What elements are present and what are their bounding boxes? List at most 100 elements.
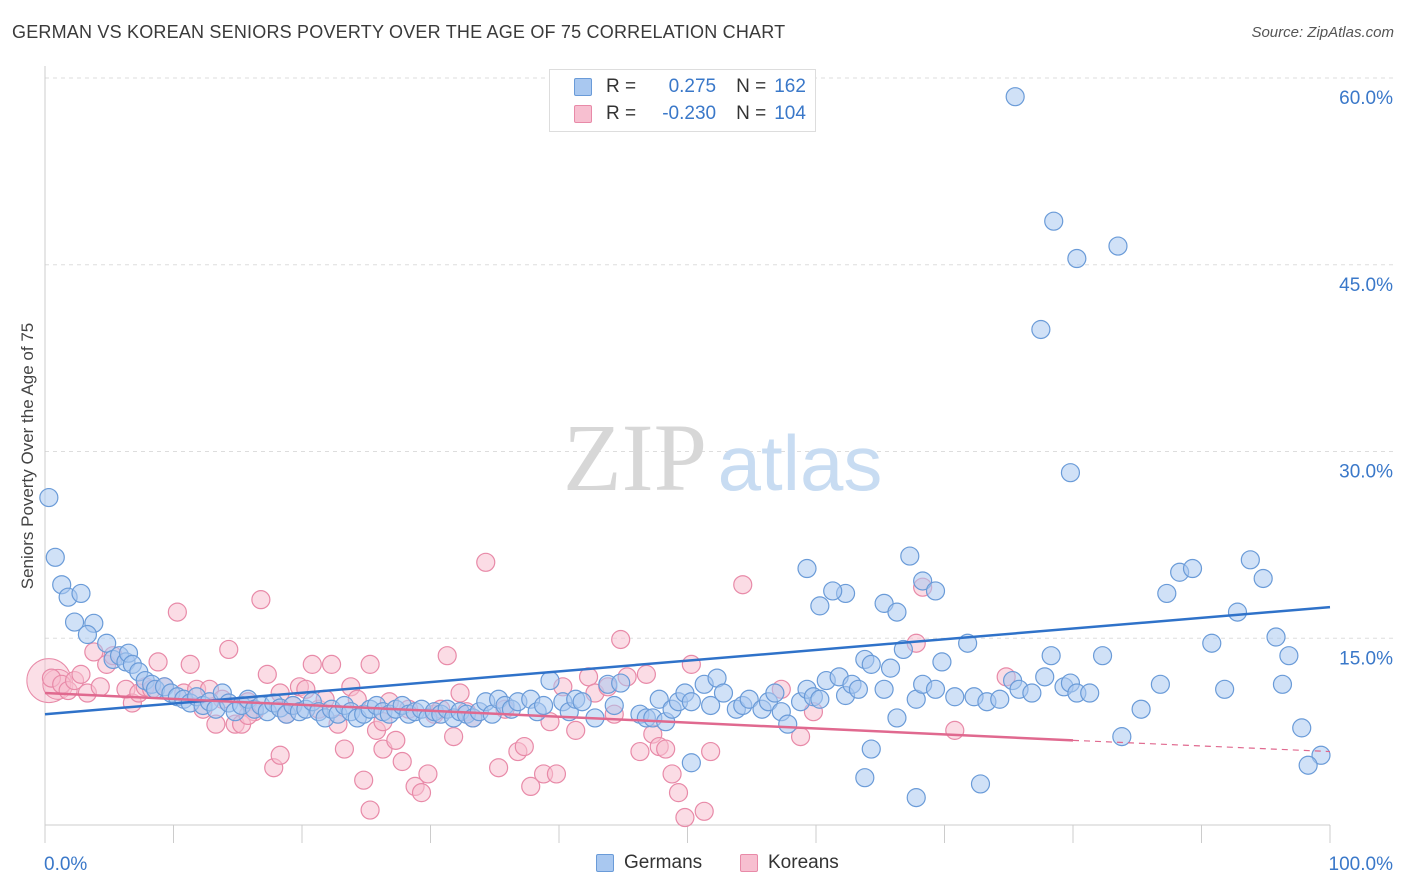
korean-point [521, 776, 541, 797]
german-point [1157, 583, 1177, 604]
german-point [1266, 627, 1286, 647]
korean-point [630, 741, 650, 762]
german-point [701, 695, 721, 716]
legend-n-label: N = [736, 76, 767, 97]
german-point [880, 658, 901, 678]
korean-point [662, 764, 682, 784]
korean-trend-line-dashed [1072, 739, 1331, 753]
korean-point [701, 741, 721, 762]
korean-point [302, 654, 322, 674]
x-tick-label: 0.0% [44, 854, 87, 875]
korean-point [489, 758, 509, 778]
german-point [540, 670, 560, 691]
german-point [1092, 646, 1113, 666]
german-point [887, 602, 907, 622]
bottom-legend-label-germans: Germans [624, 852, 703, 873]
german-point [990, 689, 1010, 709]
german-point [925, 679, 946, 699]
german-point [45, 547, 65, 567]
german-point [945, 687, 965, 707]
german-point [1253, 568, 1273, 589]
german-point [1150, 674, 1170, 694]
korean-point [321, 654, 342, 674]
watermark-zip: ZIP [563, 404, 707, 511]
german-point [97, 633, 117, 653]
grid-lines [45, 77, 1393, 639]
german-point [681, 753, 701, 773]
legend-n-label: N = [736, 103, 767, 124]
german-point [1060, 463, 1081, 483]
legend-r-value-koreans: -0.230 [662, 103, 717, 124]
german-point [604, 695, 624, 716]
korean-point [681, 654, 701, 674]
legend-row-germans: R = 0.275 N = 162 [574, 75, 806, 99]
x-tick-label: 100.0% [1329, 854, 1394, 875]
korean-point [90, 677, 110, 697]
german-point [681, 692, 701, 712]
german-point [823, 581, 843, 601]
german-point [533, 695, 554, 716]
korean-point [945, 720, 965, 740]
korean-point [476, 552, 496, 572]
german-point [848, 679, 869, 699]
german-point [1182, 558, 1203, 579]
korean-point [514, 736, 534, 757]
german-point [1292, 718, 1312, 738]
korean-point [392, 751, 412, 772]
german-point [1240, 550, 1260, 570]
korean-point [694, 801, 714, 821]
legend-swatch-koreans [574, 105, 592, 123]
korean-trend-line [44, 691, 1074, 742]
german-point [1108, 236, 1128, 256]
korean-point [251, 590, 271, 610]
german-point [611, 673, 631, 693]
korean-point [257, 664, 277, 684]
german-point [970, 774, 991, 794]
korean-point [354, 770, 374, 790]
korean-point [334, 739, 355, 759]
korean-point [636, 664, 656, 684]
korean-point [148, 652, 168, 672]
german-point [1298, 755, 1318, 775]
german-point [1044, 211, 1064, 231]
korean-point [668, 783, 689, 803]
german-points [39, 87, 1331, 808]
german-point [1080, 683, 1100, 703]
legend-swatch-germans [574, 78, 592, 96]
german-point [932, 652, 952, 672]
german-point [71, 583, 91, 604]
korean-point [450, 683, 470, 703]
german-point [900, 546, 920, 566]
trend-lines [44, 605, 1331, 753]
korean-point [360, 654, 380, 674]
bottom-legend-swatch-koreans [740, 854, 758, 872]
german-point [797, 558, 817, 579]
german-point [1279, 646, 1299, 666]
german-trend-line [44, 605, 1331, 716]
legend-r-label: R = [606, 103, 637, 124]
korean-point [656, 739, 676, 759]
legend-n-value-germans: 162 [774, 76, 806, 97]
german-point [810, 596, 830, 616]
korean-point [546, 764, 567, 784]
bottom-legend-label-koreans: Koreans [768, 852, 839, 873]
korean-point [71, 664, 91, 684]
korean-point [437, 646, 457, 666]
korean-point [444, 727, 464, 747]
german-point [893, 639, 913, 660]
german-point [778, 714, 798, 734]
korean-point [360, 800, 380, 820]
german-point [861, 654, 881, 674]
legend-r-value-germans: 0.275 [668, 76, 717, 97]
german-point [713, 683, 734, 703]
german-point [887, 708, 907, 728]
german-point [1215, 679, 1235, 699]
german-point [1035, 667, 1055, 687]
korean-point [219, 639, 239, 660]
bottom-legend-koreans: Koreans [740, 852, 839, 874]
korean-point [180, 654, 200, 674]
legend: R = 0.275 N = 162 R = -0.230 N = 104 [549, 69, 816, 132]
german-point [925, 581, 946, 601]
y-tick-label: 60.0% [1339, 88, 1393, 109]
